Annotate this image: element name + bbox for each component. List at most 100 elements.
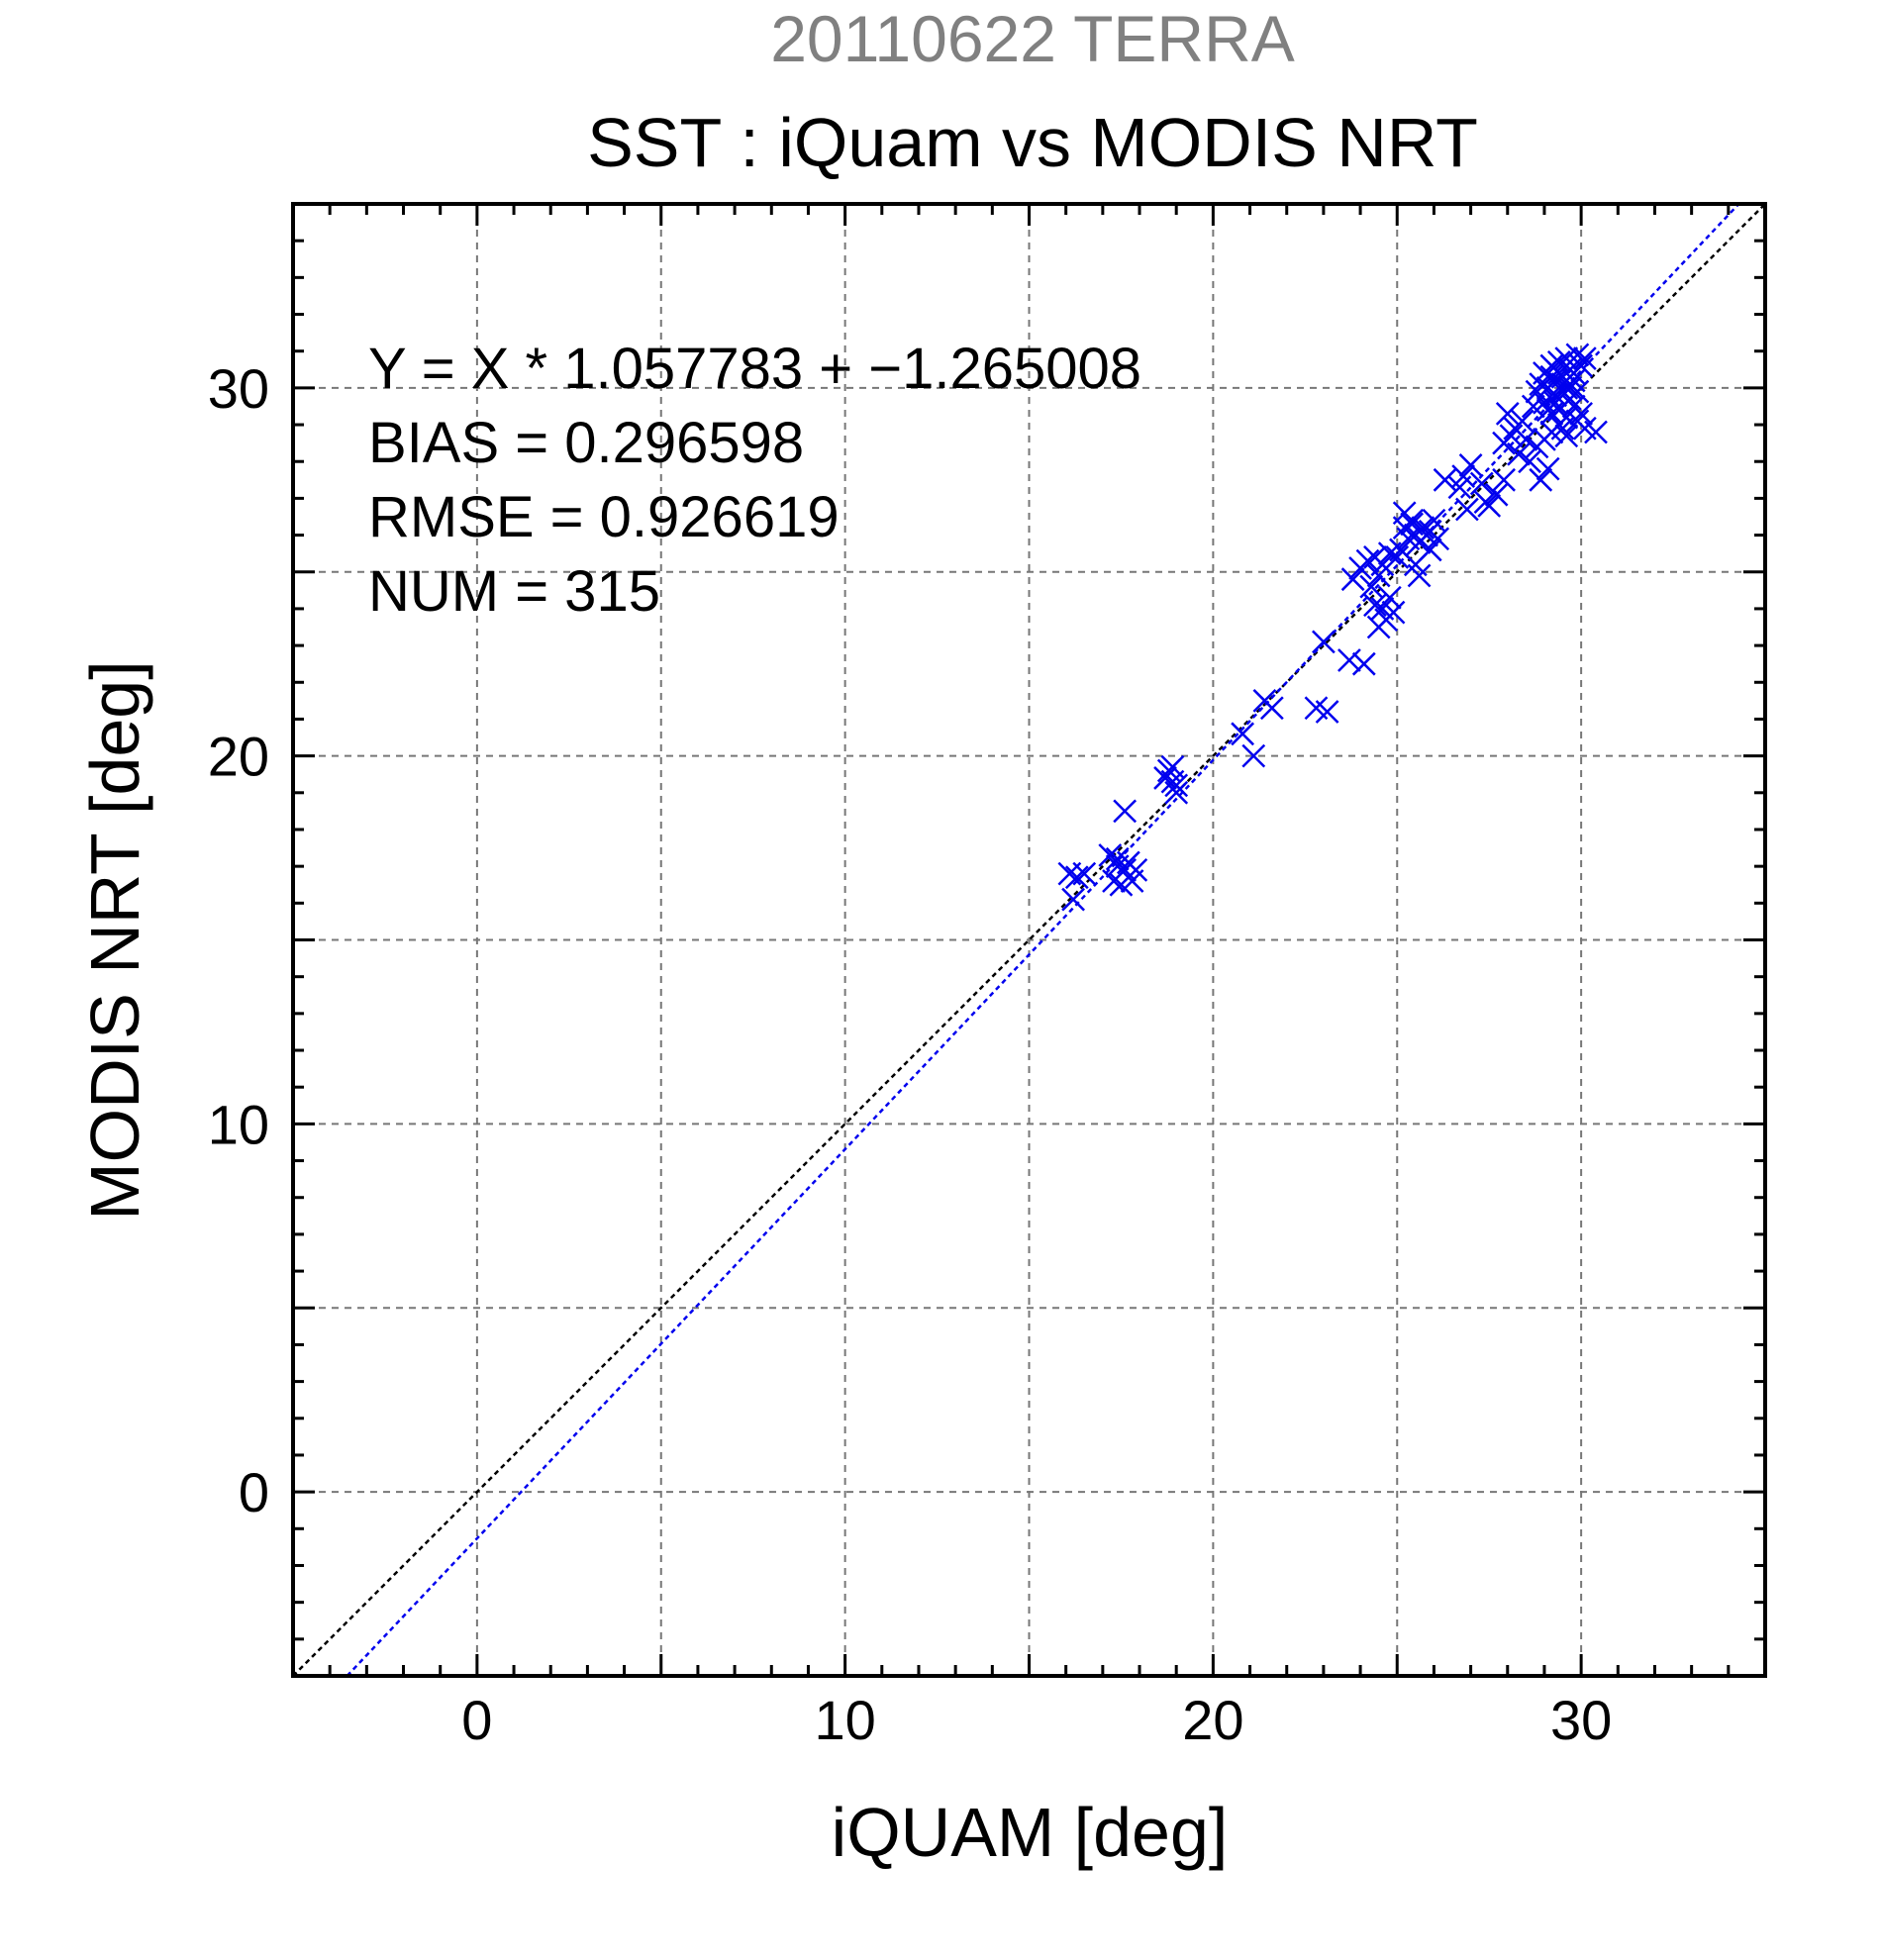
data-point [1411,516,1436,540]
chart-date-title: 20110622 TERRA [770,2,1295,75]
data-point-stroke [1400,512,1425,537]
data-point [1105,846,1130,871]
data-point-stroke [1160,754,1185,779]
data-point [1561,361,1586,385]
data-point-stroke [1241,743,1266,768]
data-point [1539,364,1564,389]
reference-lines [292,203,1766,1677]
chart-title: SST : iQuam vs MODIS NRT [587,104,1478,181]
plot-frame [291,202,1767,1678]
data-point [1153,766,1177,790]
data-point [1558,375,1582,400]
data-point-stroke [1514,428,1538,451]
y-tick-label: 10 [208,1093,269,1155]
x-axis-label: iQUAM [deg] [832,1794,1229,1871]
data-point-stroke [1492,467,1516,492]
data-point-stroke [1396,527,1421,551]
data-point-stroke [1422,508,1446,533]
grid-lines [293,204,1765,1676]
data-point [1400,508,1425,533]
data-point-stroke [1569,402,1594,426]
data-point [1370,552,1395,577]
data-point-stroke [1458,453,1483,477]
stats-line-rmse: RMSE = 0.926619 [368,485,840,549]
stats-line-bias: BIAS = 0.296598 [368,411,804,475]
stats-annotation: Y = X * 1.057783 + −1.265008 BIAS = 0.29… [368,337,1141,624]
data-point-stroke [1098,843,1123,867]
data-point [1543,383,1567,408]
data-point [1340,567,1365,592]
data-point-stroke [1337,648,1361,672]
data-point-stroke [1499,424,1524,448]
data-point [1529,467,1553,492]
data-point [1113,857,1138,882]
data-point-stroke [1359,574,1384,599]
data-point [1458,453,1483,477]
y-tick-labels: 0 10 20 30 [208,357,269,1523]
data-point-stroke [1565,343,1590,367]
data-point-stroke [1407,563,1432,588]
data-point [1113,799,1138,824]
data-point-stroke [1113,799,1138,824]
data-point [1510,409,1534,434]
data-point [1495,402,1520,426]
data-point-stroke [1535,456,1560,481]
data-point-stroke [1109,872,1134,897]
data-point-stroke [1064,865,1089,890]
data-point [1422,508,1446,533]
y-tick-label: 20 [208,726,269,788]
x-tick-label: 30 [1550,1689,1612,1751]
x-tick-label: 0 [461,1689,492,1751]
data-point [1451,464,1476,488]
data-point-stroke [1546,349,1571,374]
data-point [1407,563,1432,588]
data-point-stroke [1072,861,1097,886]
data-point-stroke [1451,464,1476,488]
data-point [1469,471,1494,496]
data-point-stroke [1304,696,1329,721]
data-point-stroke [1561,361,1586,385]
data-point [1315,700,1339,724]
data-point [1231,722,1254,746]
data-point-stroke [1340,567,1365,592]
data-point [1164,780,1189,805]
data-point-stroke [1164,780,1189,805]
data-point [1312,630,1336,654]
data-point [1259,696,1284,721]
y-tick-label: 0 [239,1461,269,1523]
data-point-stroke [1426,527,1450,551]
data-point-stroke [1454,497,1479,522]
data-point-stroke [1507,441,1531,466]
data-point [1584,420,1608,444]
y-tick-label: 30 [208,357,269,420]
data-point-stroke [1572,416,1597,441]
data-point [1426,527,1450,551]
data-point-stroke [1533,390,1556,415]
data-point-stroke [1370,552,1395,577]
data-point-stroke [1377,585,1402,610]
x-tick-label: 20 [1182,1689,1243,1751]
data-point [1514,428,1538,451]
data-point-stroke [1535,398,1560,423]
data-point-stroke [1554,424,1579,448]
data-point-stroke [1312,630,1336,654]
data-point-stroke [1315,700,1339,724]
data-point [1535,456,1560,481]
data-point-stroke [1543,383,1567,408]
data-point [1499,424,1524,448]
data-point-stroke [1433,467,1457,492]
data-point [1377,585,1402,610]
data-point-stroke [1385,544,1410,569]
data-point-stroke [1231,722,1254,746]
data-point [1433,467,1457,492]
data-point-stroke [1355,548,1380,573]
data-point [1359,574,1384,599]
data-point-stroke [1533,428,1556,451]
data-point-stroke [1153,766,1177,790]
x-tick-labels: 0 10 20 30 [461,1689,1612,1751]
data-point [1507,441,1531,466]
data-point [1418,538,1442,562]
data-point-stroke [1351,651,1376,676]
data-point [1535,398,1560,423]
data-point [1337,648,1361,672]
